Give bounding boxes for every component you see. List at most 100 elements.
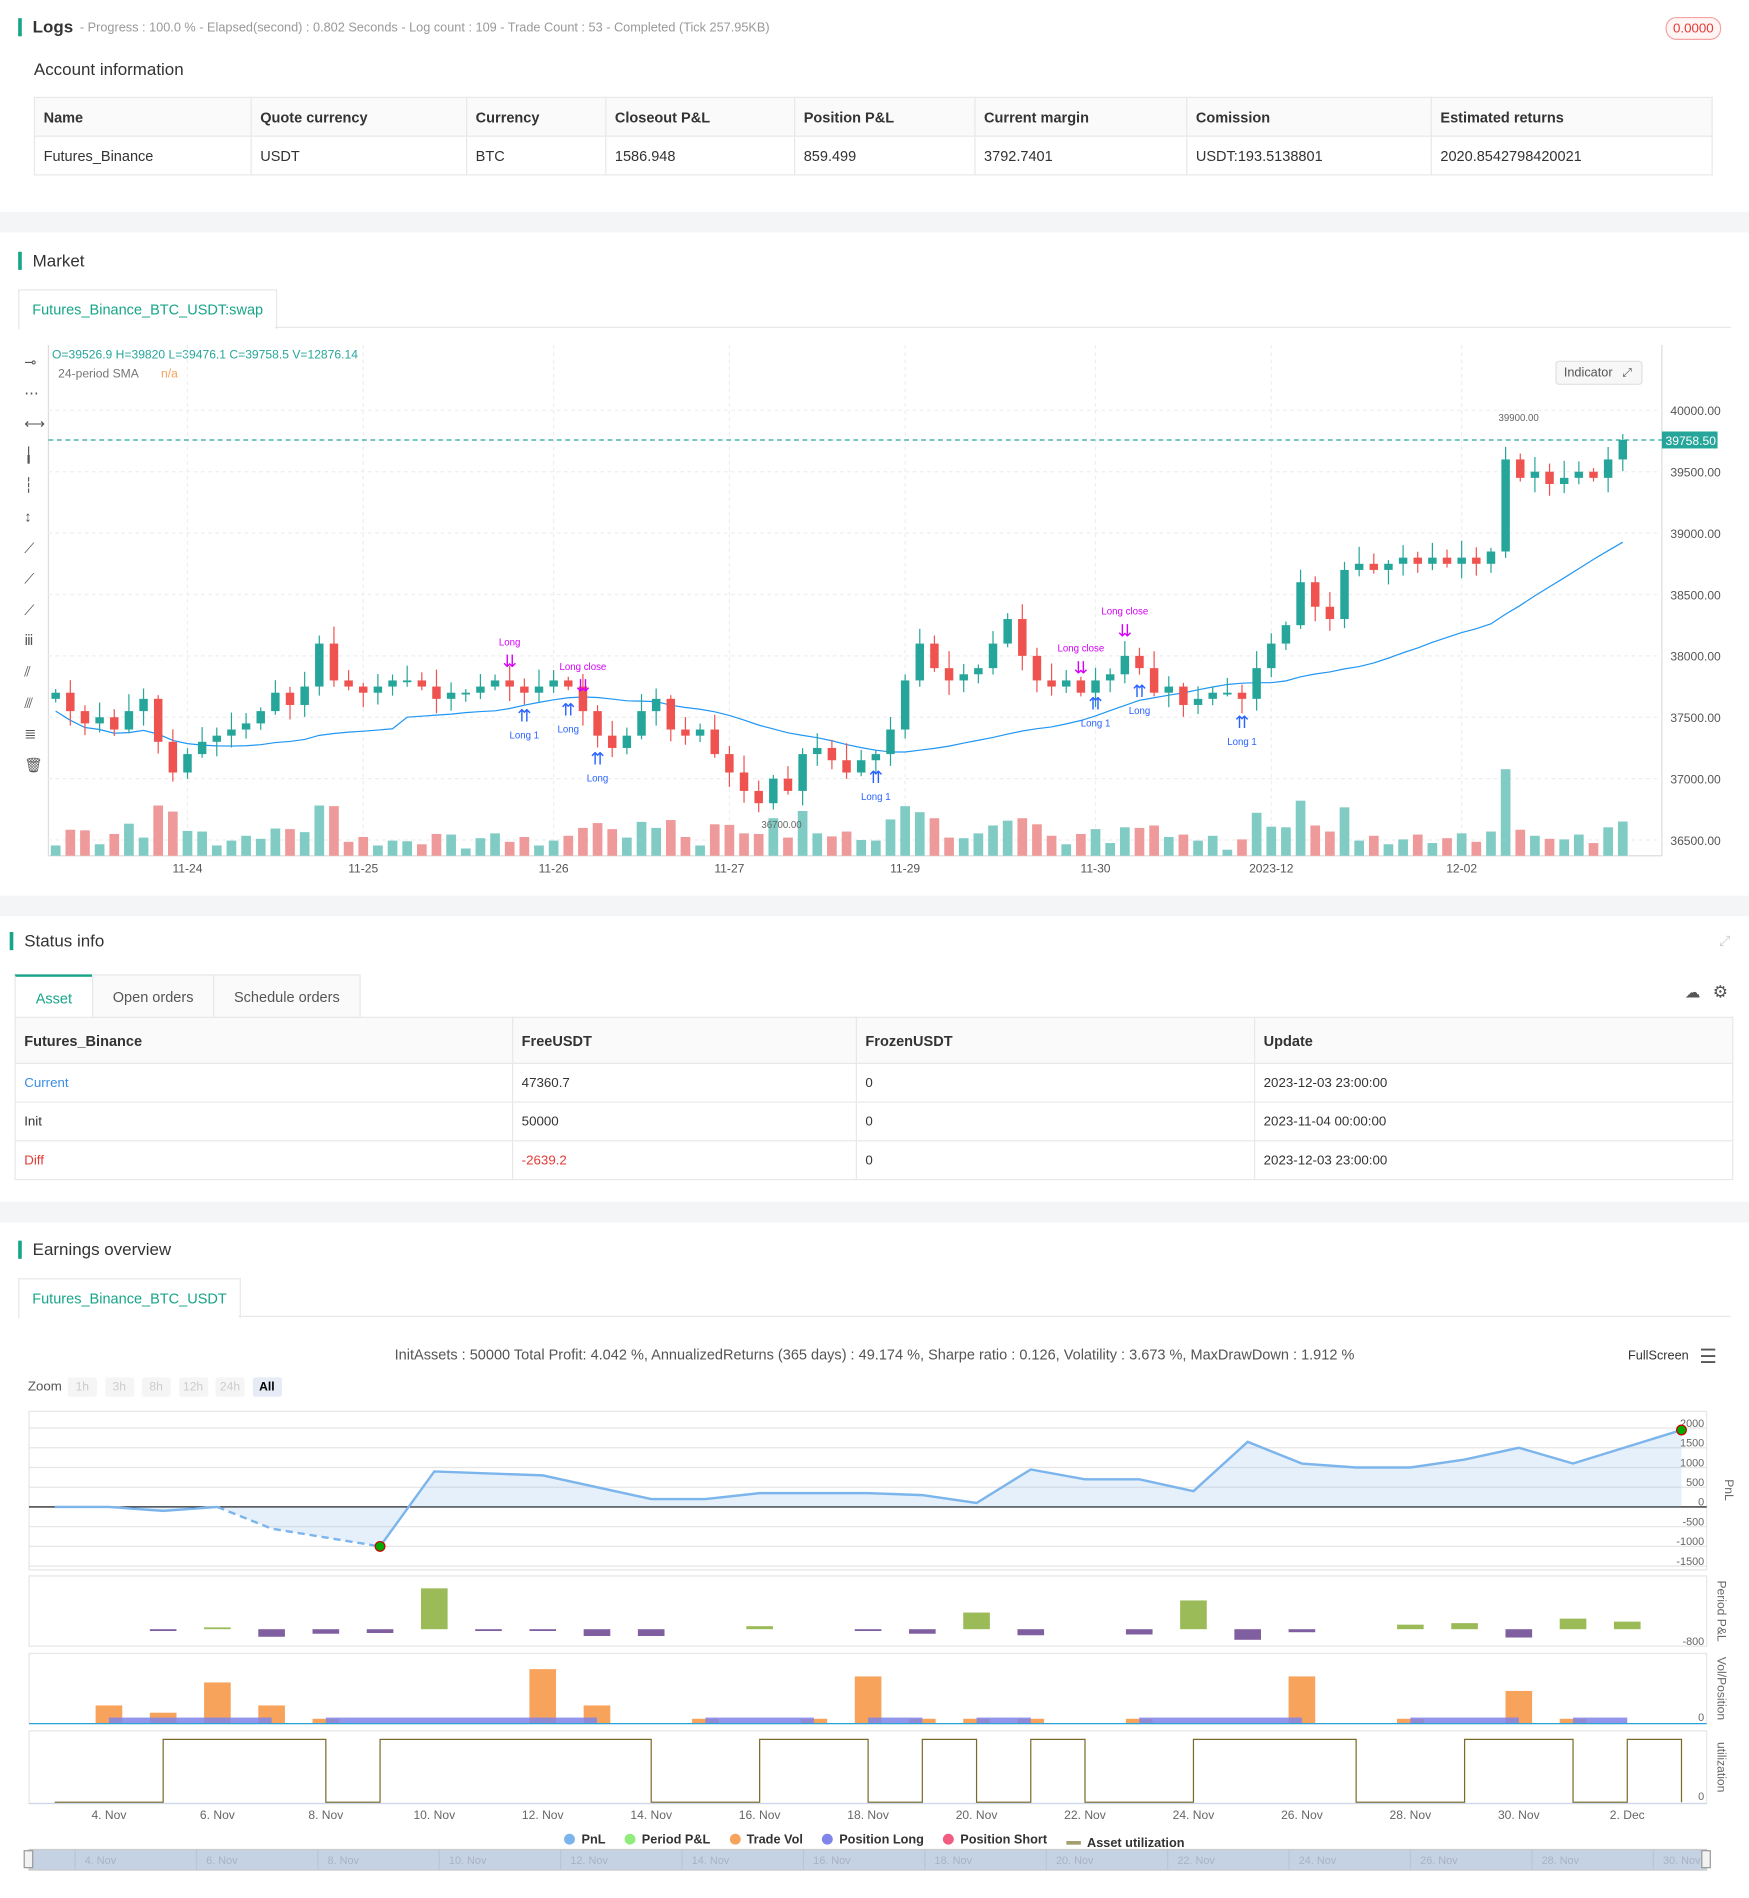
- candle[interactable]: [930, 635, 939, 672]
- candlestick-chart[interactable]: 36500.00 37000.00 37500.00 38000.00 38500.00…: [0, 0, 1749, 896]
- candle[interactable]: [1193, 686, 1203, 715]
- long-entry-marker[interactable]: ⇈ Long: [1129, 682, 1151, 717]
- long-close-marker[interactable]: Long close ⇊: [1101, 607, 1148, 641]
- period-pnl-bar[interactable]: [1505, 1629, 1533, 1638]
- period-pnl-bar[interactable]: [420, 1588, 448, 1630]
- candle[interactable]: [256, 707, 265, 730]
- candle[interactable]: [871, 750, 881, 775]
- period-pnl-bar[interactable]: [1613, 1621, 1641, 1630]
- candle[interactable]: [1501, 446, 1510, 558]
- period-pnl-bar[interactable]: [1451, 1623, 1478, 1630]
- candle[interactable]: [388, 674, 397, 696]
- candle[interactable]: [285, 686, 295, 720]
- candle[interactable]: [564, 676, 573, 691]
- candle[interactable]: [271, 680, 280, 715]
- trade-vol-bar[interactable]: [1288, 1676, 1316, 1724]
- candle[interactable]: [798, 748, 807, 806]
- candle[interactable]: [1032, 647, 1042, 693]
- long-entry-marker[interactable]: ⇈ Long 1: [510, 707, 540, 742]
- candle[interactable]: [1310, 576, 1320, 622]
- candle[interactable]: [1516, 453, 1525, 482]
- horizontal-ray-icon[interactable]: ⊸: [24, 353, 37, 371]
- candle[interactable]: [1486, 547, 1496, 573]
- long-entry-marker[interactable]: ⇈ Long 1: [861, 768, 891, 803]
- period-pnl-bar[interactable]: [1180, 1600, 1207, 1630]
- candle[interactable]: [1252, 651, 1261, 711]
- trade-vol-bar[interactable]: [854, 1676, 882, 1724]
- candle[interactable]: [974, 664, 983, 684]
- candle[interactable]: [900, 674, 910, 739]
- candle[interactable]: [827, 739, 837, 770]
- cloud-download-icon[interactable]: ☁: [1684, 982, 1701, 1002]
- period-pnl-bar[interactable]: [149, 1629, 177, 1632]
- position-long-bar[interactable]: [705, 1717, 814, 1724]
- candle[interactable]: [110, 709, 119, 736]
- candle[interactable]: [1369, 553, 1379, 574]
- long-entry-marker[interactable]: ⇈ Long 1: [1227, 713, 1257, 748]
- legend-item[interactable]: Position Short: [943, 1832, 1047, 1846]
- period-pnl-bar[interactable]: [312, 1629, 340, 1634]
- candle[interactable]: [1120, 641, 1130, 684]
- vertical-ray-icon[interactable]: ╽: [24, 446, 33, 464]
- candle[interactable]: [1062, 670, 1071, 693]
- candle[interactable]: [1296, 569, 1305, 629]
- vertical-segment-icon[interactable]: ┆: [24, 477, 33, 495]
- candle[interactable]: [432, 669, 441, 714]
- candle[interactable]: [1442, 549, 1452, 568]
- fullscreen-button[interactable]: FullScreen: [1627, 1348, 1689, 1363]
- position-long-bar[interactable]: [976, 1717, 1031, 1724]
- candle[interactable]: [329, 626, 339, 687]
- pnl-extreme-point[interactable]: [374, 1540, 386, 1552]
- period-pnl-bar[interactable]: [1288, 1629, 1316, 1633]
- candle[interactable]: [1398, 545, 1408, 576]
- menu-hamburger-icon[interactable]: ☰: [1699, 1347, 1717, 1368]
- candle[interactable]: [1149, 651, 1159, 697]
- vertical-line-icon[interactable]: ↕: [24, 508, 32, 526]
- position-long-bar[interactable]: [325, 1717, 597, 1724]
- candle[interactable]: [783, 766, 793, 795]
- period-pnl-bar[interactable]: [1397, 1624, 1424, 1630]
- candle[interactable]: [1003, 613, 1012, 648]
- candle[interactable]: [1413, 551, 1422, 573]
- candle[interactable]: [1589, 468, 1598, 482]
- candle[interactable]: [1530, 456, 1540, 493]
- candle[interactable]: [549, 670, 558, 693]
- fib-retracement-icon[interactable]: ≣: [24, 725, 37, 743]
- horizontal-segment-icon[interactable]: ⋯: [24, 384, 39, 402]
- period-pnl-bar[interactable]: [204, 1627, 231, 1630]
- candle[interactable]: [1618, 434, 1628, 472]
- candle[interactable]: [315, 635, 324, 696]
- candle[interactable]: [1223, 677, 1232, 697]
- candle[interactable]: [402, 665, 412, 687]
- candle[interactable]: [227, 712, 236, 748]
- candle[interactable]: [959, 663, 968, 693]
- trade-vol-bar[interactable]: [529, 1669, 557, 1724]
- candle[interactable]: [710, 714, 719, 758]
- candle[interactable]: [168, 729, 178, 782]
- long-close-marker[interactable]: Long ⇊: [499, 637, 521, 671]
- settings-gear-icon[interactable]: ⚙: [1712, 981, 1728, 1002]
- earnings-symbol-tab[interactable]: Futures_Binance_BTC_USDT: [18, 1278, 241, 1319]
- candle[interactable]: [1135, 647, 1144, 675]
- zoom-button-8h[interactable]: 8h: [141, 1377, 171, 1397]
- candle[interactable]: [1603, 446, 1613, 493]
- navigator-handle[interactable]: [23, 1850, 34, 1869]
- legend-item[interactable]: Period P&L: [624, 1832, 710, 1846]
- period-pnl-bar[interactable]: [854, 1629, 882, 1632]
- candle[interactable]: [1091, 667, 1100, 708]
- candle[interactable]: [359, 682, 368, 708]
- candle[interactable]: [1574, 461, 1584, 485]
- candle[interactable]: [1076, 676, 1086, 697]
- candle[interactable]: [681, 717, 690, 745]
- candle[interactable]: [1179, 682, 1188, 717]
- legend-item[interactable]: Trade Vol: [729, 1832, 803, 1846]
- candle[interactable]: [300, 671, 309, 717]
- period-pnl-bar[interactable]: [529, 1629, 557, 1632]
- candle[interactable]: [1384, 560, 1393, 585]
- long-close-marker[interactable]: Long close ⇊: [560, 662, 607, 696]
- long-entry-marker[interactable]: ⇈ Long 1: [1081, 694, 1111, 729]
- position-long-bar[interactable]: [1410, 1717, 1519, 1724]
- candle[interactable]: [95, 702, 104, 733]
- candle[interactable]: [1164, 676, 1173, 708]
